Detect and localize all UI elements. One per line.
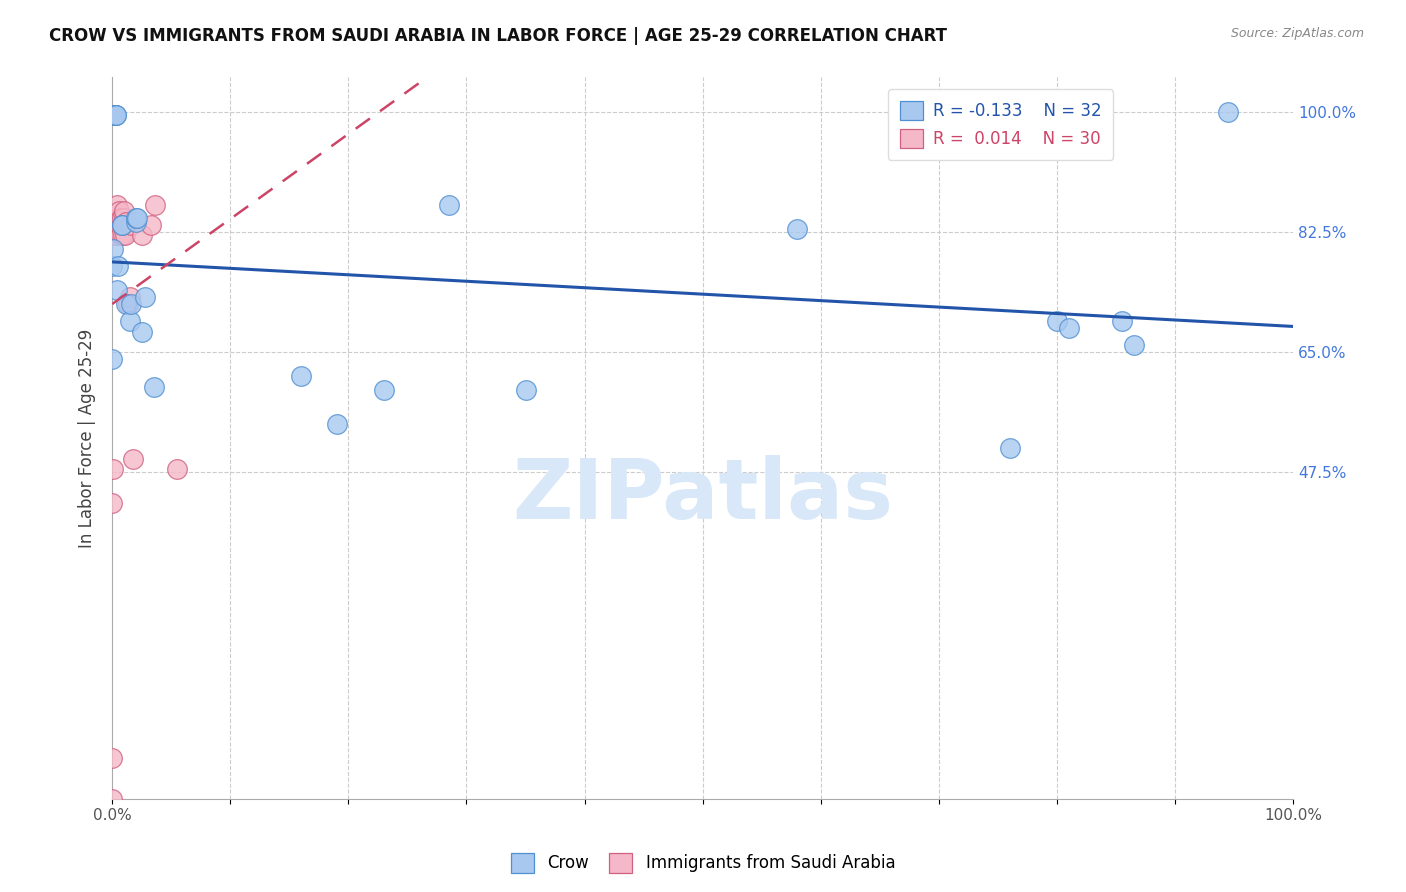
Point [515,383,537,397]
Point [103,218,125,232]
Point [786,221,808,235]
Point [114,228,136,243]
Point [101,352,124,367]
Point [107,211,129,226]
Point [125,211,148,226]
Point [103,462,125,476]
Point [104,108,127,122]
Text: Source: ZipAtlas.com: Source: ZipAtlas.com [1230,27,1364,40]
Point [111,218,134,232]
Point [166,462,188,476]
Point [101,791,124,805]
Point [104,108,127,122]
Point [373,383,395,397]
Y-axis label: In Labor Force | Age 25-29: In Labor Force | Age 25-29 [79,328,96,548]
Point [290,369,312,384]
Point [1046,314,1069,328]
Point [125,211,148,226]
Point [110,211,132,226]
Point [131,228,153,243]
Text: CROW VS IMMIGRANTS FROM SAUDI ARABIA IN LABOR FORCE | AGE 25-29 CORRELATION CHAR: CROW VS IMMIGRANTS FROM SAUDI ARABIA IN … [49,27,948,45]
Point [101,496,124,510]
Point [134,290,156,304]
Point [143,197,166,211]
Point [101,260,124,274]
Point [1111,314,1133,328]
Point [107,260,129,274]
Point [118,290,141,304]
Point [111,211,134,226]
Point [131,325,153,339]
Point [120,297,142,311]
Point [325,417,347,432]
Point [111,218,134,232]
Point [1057,321,1080,335]
Point [103,242,125,256]
Point [142,379,165,393]
Point [101,750,124,764]
Legend: R = -0.133    N = 32, R =  0.014    N = 30: R = -0.133 N = 32, R = 0.014 N = 30 [889,89,1114,160]
Point [110,228,132,243]
Point [125,215,148,229]
Point [111,228,134,243]
Point [1216,104,1239,119]
Point [105,215,128,229]
Point [115,297,138,311]
Point [1122,338,1144,352]
Point [120,218,142,232]
Point [105,197,128,211]
Point [108,204,131,219]
Point [104,108,127,122]
Point [104,215,127,229]
Text: ZIPatlas: ZIPatlas [512,455,893,536]
Point [122,451,145,466]
Point [104,108,127,122]
Point [115,215,138,229]
Point [998,442,1021,456]
Point [111,218,134,232]
Point [141,218,163,232]
Point [117,297,139,311]
Point [112,211,135,226]
Point [112,204,135,219]
Point [105,284,128,298]
Point [104,108,127,122]
Point [437,197,460,211]
Point [118,314,141,328]
Point [104,228,127,243]
Legend: Crow, Immigrants from Saudi Arabia: Crow, Immigrants from Saudi Arabia [503,847,903,880]
Point [107,215,129,229]
